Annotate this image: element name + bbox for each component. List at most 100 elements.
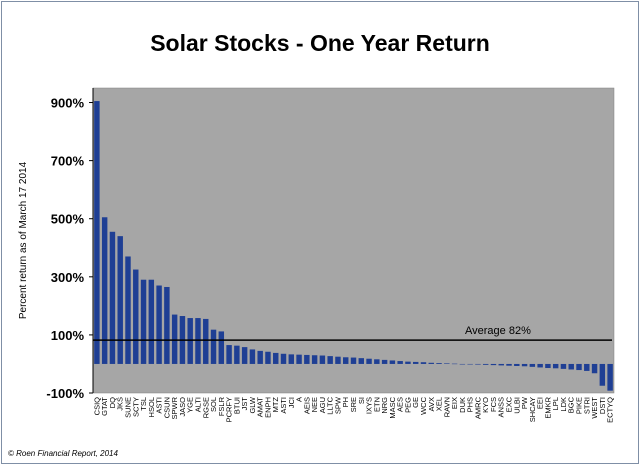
bar bbox=[319, 355, 326, 364]
x-tick-label: GLW bbox=[248, 396, 257, 413]
x-tick-label: NRG bbox=[380, 397, 389, 414]
x-tick-label: SOL bbox=[209, 397, 218, 412]
bar bbox=[226, 345, 232, 364]
bar bbox=[576, 363, 582, 371]
x-tick-label: XEL bbox=[435, 397, 444, 411]
bar bbox=[537, 363, 543, 368]
x-tick-label: HSOL bbox=[147, 397, 156, 417]
bar bbox=[234, 345, 240, 364]
bar bbox=[241, 347, 248, 364]
y-ticks-group: -100% 100% 300% 500% 700% 900% bbox=[46, 96, 93, 401]
bar bbox=[599, 363, 606, 386]
bar bbox=[133, 269, 139, 364]
x-tick-label: AMRC bbox=[473, 396, 482, 419]
x-tick-label: ANSS bbox=[497, 397, 506, 417]
x-tick-label: PIKE bbox=[575, 397, 584, 414]
x-tick-label: FCS bbox=[489, 397, 498, 412]
bar bbox=[490, 363, 497, 366]
x-tick-label: AMAT bbox=[256, 397, 265, 418]
y-tick-label: 900% bbox=[51, 96, 85, 111]
bar bbox=[607, 363, 613, 391]
bar bbox=[467, 363, 473, 365]
bar bbox=[428, 362, 434, 364]
y-tick-label: 300% bbox=[51, 270, 85, 285]
x-tick-label: ASTI bbox=[279, 397, 288, 414]
bar bbox=[584, 363, 590, 371]
x-tick-label: AEIS bbox=[302, 397, 311, 414]
x-tick-label: MASC bbox=[388, 396, 397, 418]
x-tick-label: PHS bbox=[466, 397, 475, 412]
average-label: Average 82% bbox=[465, 325, 531, 337]
bar bbox=[187, 318, 193, 364]
x-tick-label: JCI bbox=[287, 397, 296, 408]
x-tick-label: PH bbox=[341, 397, 350, 407]
bar bbox=[506, 363, 512, 366]
bar bbox=[514, 363, 520, 366]
bar bbox=[140, 279, 147, 364]
x-tick-label: SPW bbox=[333, 396, 342, 414]
x-tick-label: EIX bbox=[450, 397, 459, 409]
bar bbox=[420, 362, 427, 364]
bar bbox=[296, 354, 302, 364]
y-tick-label: 700% bbox=[51, 154, 85, 169]
plot-area bbox=[92, 87, 615, 394]
bar bbox=[117, 236, 123, 364]
x-tick-label: SRE bbox=[349, 397, 358, 412]
bar bbox=[109, 231, 116, 364]
x-tick-label: YGE bbox=[186, 397, 195, 413]
bar bbox=[405, 361, 411, 364]
bar bbox=[249, 349, 256, 364]
x-tick-label: PW bbox=[520, 396, 529, 409]
x-tick-label: SCTY bbox=[131, 397, 140, 417]
x-tick-label: LPL bbox=[551, 397, 560, 410]
bar bbox=[171, 314, 178, 364]
x-tick-label: EMKR bbox=[543, 396, 552, 418]
x-tick-label: IXYS bbox=[365, 397, 374, 414]
x-tick-label: CSUN bbox=[162, 397, 171, 418]
x-tick-label: ENPH bbox=[263, 397, 272, 418]
bar bbox=[343, 357, 349, 364]
x-tick-label: AVX bbox=[427, 397, 436, 411]
bar bbox=[552, 363, 559, 369]
x-tick-label: JST bbox=[240, 397, 249, 411]
x-tick-label: PEG bbox=[403, 397, 412, 413]
bar bbox=[350, 357, 357, 364]
x-tick-label: RGSE bbox=[201, 397, 210, 418]
x-tick-label: SHCAY bbox=[528, 397, 537, 422]
bar bbox=[164, 286, 170, 364]
x-tick-label: JASO bbox=[178, 397, 187, 417]
x-tick-label: PCRFY bbox=[225, 397, 234, 422]
x-tick-label: RAVN bbox=[442, 397, 451, 417]
x-tick-label: WCC bbox=[419, 396, 428, 414]
bar bbox=[327, 356, 333, 364]
bar bbox=[436, 363, 442, 364]
bar bbox=[148, 279, 155, 364]
x-tick-label: AGU bbox=[318, 397, 327, 413]
y-axis-label: Percent return as of March 17 2014 bbox=[18, 161, 29, 319]
y-tick-label: -100% bbox=[46, 386, 84, 401]
bar bbox=[94, 101, 100, 364]
x-tick-label: MTZ bbox=[271, 397, 280, 413]
bar bbox=[304, 354, 310, 364]
x-tick-label: FSLR bbox=[217, 396, 226, 416]
bar bbox=[218, 331, 225, 364]
bar bbox=[203, 318, 209, 364]
bar bbox=[521, 363, 528, 367]
x-tick-label: DQ bbox=[108, 397, 117, 408]
bar bbox=[451, 363, 458, 365]
x-tick-label: TSL bbox=[139, 397, 148, 411]
bar bbox=[381, 359, 388, 364]
bar bbox=[444, 363, 450, 364]
x-tick-label: ASTI bbox=[155, 397, 164, 414]
bar bbox=[366, 358, 372, 364]
bar bbox=[195, 318, 201, 364]
x-tick-label: GTAT bbox=[100, 397, 109, 416]
y-tick-label: 100% bbox=[51, 328, 85, 343]
x-tick-label: NEE bbox=[310, 397, 319, 412]
bar bbox=[125, 256, 131, 364]
bar bbox=[311, 355, 318, 364]
x-tick-label: SI bbox=[357, 397, 366, 404]
x-tick-label: DSTI bbox=[598, 397, 607, 414]
x-tick-label: SUNE bbox=[123, 397, 132, 418]
